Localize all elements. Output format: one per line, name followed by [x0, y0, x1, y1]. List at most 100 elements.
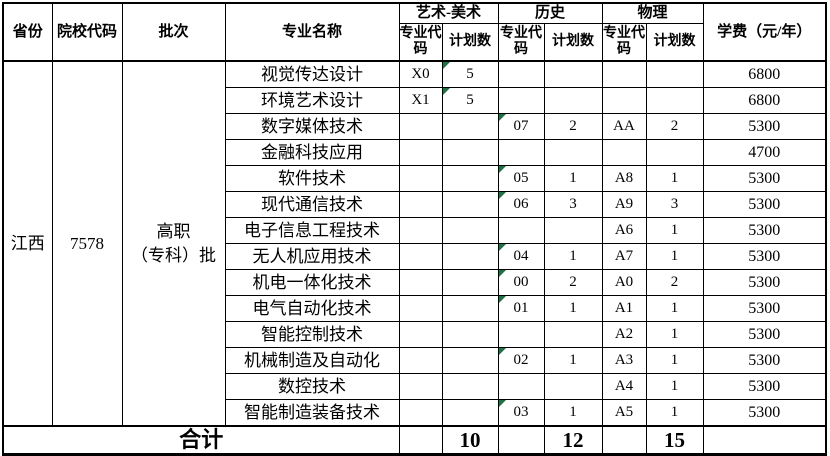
- col-header-batch[interactable]: 批次: [121, 2, 226, 62]
- cell-history-code[interactable]: [497, 321, 545, 348]
- cell-history-code[interactable]: [497, 217, 545, 244]
- cell-physics-code[interactable]: [601, 139, 647, 166]
- total-history-plan[interactable]: 12: [543, 425, 603, 455]
- cell-history-code[interactable]: 06: [497, 191, 545, 218]
- cell-history-code[interactable]: [497, 373, 545, 400]
- cell-history-code[interactable]: 02: [497, 347, 545, 374]
- batch-cell[interactable]: 高职 （专科）批: [121, 60, 226, 427]
- cell-physics-code[interactable]: A6: [601, 217, 647, 244]
- cell-history-plan[interactable]: 1: [543, 165, 603, 192]
- total-tuition[interactable]: [702, 425, 827, 455]
- cell-art-plan[interactable]: 5: [441, 60, 499, 88]
- col-header-physics-code[interactable]: 专业代码: [601, 23, 647, 62]
- cell-major[interactable]: 现代通信技术: [224, 191, 400, 218]
- total-history-code[interactable]: [497, 425, 545, 455]
- cell-major[interactable]: 数字媒体技术: [224, 113, 400, 140]
- cell-history-plan[interactable]: 3: [543, 191, 603, 218]
- cell-art-code[interactable]: X0: [398, 60, 443, 88]
- cell-physics-code[interactable]: A0: [601, 269, 647, 296]
- col-header-tuition[interactable]: 学费（元/年）: [702, 2, 827, 62]
- cell-physics-code[interactable]: A2: [601, 321, 647, 348]
- cell-art-plan[interactable]: [441, 243, 499, 270]
- cell-art-code[interactable]: [398, 269, 443, 296]
- cell-history-code[interactable]: 05: [497, 165, 545, 192]
- cell-history-code[interactable]: [497, 139, 545, 166]
- cell-physics-plan[interactable]: [645, 139, 704, 166]
- cell-art-plan[interactable]: [441, 139, 499, 166]
- cell-art-code[interactable]: [398, 373, 443, 400]
- province-cell[interactable]: 江西: [2, 60, 53, 427]
- cell-art-code[interactable]: [398, 399, 443, 427]
- cell-art-plan[interactable]: 5: [441, 87, 499, 114]
- cell-tuition[interactable]: 6800: [702, 60, 827, 88]
- cell-tuition[interactable]: 4700: [702, 139, 827, 166]
- total-physics-code[interactable]: [601, 425, 647, 455]
- cell-major[interactable]: 智能控制技术: [224, 321, 400, 348]
- cell-major[interactable]: 无人机应用技术: [224, 243, 400, 270]
- cell-history-plan[interactable]: [543, 321, 603, 348]
- cell-art-code[interactable]: [398, 191, 443, 218]
- cell-physics-code[interactable]: A8: [601, 165, 647, 192]
- col-header-province[interactable]: 省份: [2, 2, 53, 62]
- cell-physics-plan[interactable]: [645, 87, 704, 114]
- cell-history-code[interactable]: [497, 60, 545, 88]
- cell-history-plan[interactable]: 2: [543, 113, 603, 140]
- cell-major[interactable]: 智能制造装备技术: [224, 399, 400, 427]
- total-physics-plan[interactable]: 15: [645, 425, 704, 455]
- cell-art-plan[interactable]: [441, 321, 499, 348]
- cell-history-code[interactable]: 01: [497, 295, 545, 322]
- cell-art-plan[interactable]: [441, 373, 499, 400]
- cell-art-code[interactable]: [398, 217, 443, 244]
- cell-physics-code[interactable]: A3: [601, 347, 647, 374]
- total-label[interactable]: 合计: [2, 425, 400, 455]
- cell-physics-code[interactable]: [601, 87, 647, 114]
- cell-major[interactable]: 机械制造及自动化: [224, 347, 400, 374]
- col-header-art-plan[interactable]: 计划数: [441, 23, 499, 62]
- school-code-cell[interactable]: 7578: [51, 60, 123, 427]
- cell-physics-plan[interactable]: 1: [645, 165, 704, 192]
- cell-major[interactable]: 电子信息工程技术: [224, 217, 400, 244]
- cell-art-plan[interactable]: [441, 399, 499, 427]
- cell-physics-code[interactable]: A7: [601, 243, 647, 270]
- col-header-physics-plan[interactable]: 计划数: [645, 23, 704, 62]
- cell-art-code[interactable]: [398, 243, 443, 270]
- cell-art-code[interactable]: [398, 113, 443, 140]
- cell-major[interactable]: 电气自动化技术: [224, 295, 400, 322]
- cell-tuition[interactable]: 5300: [702, 217, 827, 244]
- cell-art-plan[interactable]: [441, 113, 499, 140]
- cell-major[interactable]: 数控技术: [224, 373, 400, 400]
- cell-history-plan[interactable]: 2: [543, 269, 603, 296]
- cell-physics-plan[interactable]: 1: [645, 295, 704, 322]
- cell-art-code[interactable]: [398, 139, 443, 166]
- cell-tuition[interactable]: 5300: [702, 399, 827, 427]
- cell-art-code[interactable]: [398, 295, 443, 322]
- cell-art-code[interactable]: [398, 321, 443, 348]
- cell-tuition[interactable]: 6800: [702, 87, 827, 114]
- col-group-art[interactable]: 艺术-美术: [398, 2, 499, 24]
- cell-tuition[interactable]: 5300: [702, 321, 827, 348]
- cell-physics-code[interactable]: AA: [601, 113, 647, 140]
- cell-art-plan[interactable]: [441, 191, 499, 218]
- cell-art-code[interactable]: X1: [398, 87, 443, 114]
- cell-art-plan[interactable]: [441, 165, 499, 192]
- cell-history-code[interactable]: 07: [497, 113, 545, 140]
- cell-tuition[interactable]: 5300: [702, 243, 827, 270]
- cell-art-plan[interactable]: [441, 347, 499, 374]
- cell-tuition[interactable]: 5300: [702, 269, 827, 296]
- cell-history-plan[interactable]: [543, 60, 603, 88]
- cell-tuition[interactable]: 5300: [702, 373, 827, 400]
- col-header-art-code[interactable]: 专业代码: [398, 23, 443, 62]
- cell-physics-plan[interactable]: 1: [645, 347, 704, 374]
- col-header-history-code[interactable]: 专业代码: [497, 23, 545, 62]
- cell-art-code[interactable]: [398, 347, 443, 374]
- cell-physics-code[interactable]: A5: [601, 399, 647, 427]
- col-group-history[interactable]: 历史: [497, 2, 603, 24]
- cell-art-plan[interactable]: [441, 295, 499, 322]
- cell-physics-plan[interactable]: 1: [645, 217, 704, 244]
- cell-physics-plan[interactable]: 2: [645, 269, 704, 296]
- col-header-history-plan[interactable]: 计划数: [543, 23, 603, 62]
- cell-history-plan[interactable]: [543, 87, 603, 114]
- cell-history-code[interactable]: 03: [497, 399, 545, 427]
- cell-art-code[interactable]: [398, 165, 443, 192]
- cell-history-code[interactable]: [497, 87, 545, 114]
